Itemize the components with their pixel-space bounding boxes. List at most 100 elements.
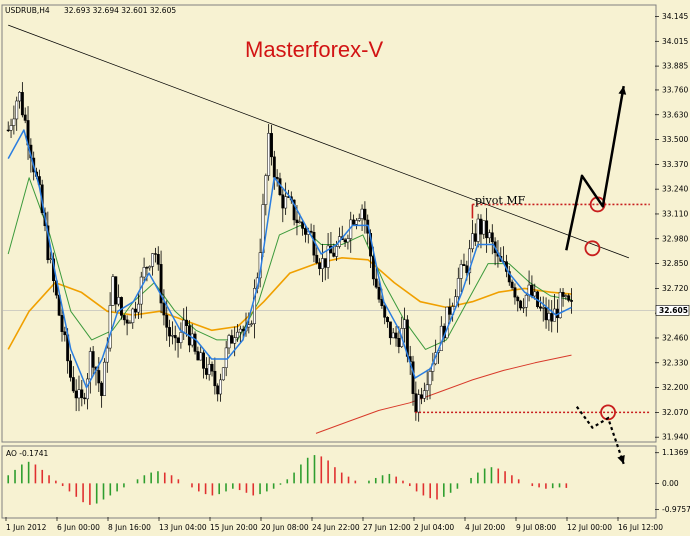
candle-body (60, 315, 64, 332)
candle-body (12, 118, 16, 126)
x-tick-label: 20 Jun 08:00 (261, 523, 309, 532)
candle-body (173, 335, 177, 339)
candle-body (162, 302, 166, 316)
candle-body (117, 297, 121, 305)
candle-body (352, 219, 356, 225)
candle-body (479, 218, 483, 235)
ma-red-path (315, 354, 572, 434)
y-tick-label: 34.015 (662, 37, 688, 46)
candle-body (394, 332, 398, 339)
candle-body (295, 219, 299, 224)
candle-body (298, 221, 302, 224)
ao-tick-label: 1.1369 (662, 448, 688, 457)
candle-body (547, 313, 551, 321)
price-axis: 34.145 34.015 33.885 33.760 33.630 33.500 33.3… (655, 12, 690, 442)
candle-body (128, 322, 132, 324)
candle-body (122, 315, 126, 321)
candle-body (253, 288, 256, 324)
ma-blue-path (7, 129, 572, 389)
y-tick-label: 33.240 (662, 185, 688, 194)
y-tick-label: 34.145 (662, 12, 688, 21)
candle-body (216, 385, 220, 395)
candle-body (190, 333, 194, 346)
y-tick-label: 32.720 (662, 284, 688, 293)
candle-body (301, 221, 305, 229)
candle-body (97, 370, 101, 384)
candle-body (83, 397, 87, 400)
candle-body (139, 276, 143, 305)
candle-body (275, 176, 279, 179)
candle-body (69, 360, 72, 378)
candle-body (544, 307, 548, 321)
candle-body (230, 335, 234, 344)
ma-orange-path (7, 256, 572, 350)
candle-body (165, 314, 169, 328)
current-price-box (655, 305, 690, 316)
candle-body (148, 266, 152, 269)
x-tick-label: 8 Jun 16:00 (108, 523, 151, 532)
trendline (8, 24, 630, 259)
candle-body (77, 389, 81, 399)
candle-body (168, 327, 172, 337)
candle-body (530, 284, 534, 297)
candle-body (236, 331, 239, 338)
candle-body (374, 278, 378, 288)
candle-body (292, 199, 296, 221)
y-tick-label: 31.940 (662, 433, 688, 442)
x-tick-label: 1 Jun 2012 (6, 523, 47, 532)
candle-body (233, 337, 237, 344)
candle-body (417, 394, 421, 413)
y-tick-label: 33.760 (662, 85, 688, 94)
candle-body (354, 220, 358, 225)
candle-body (567, 295, 571, 301)
ao-tick-label: 0.00 (662, 479, 679, 488)
candle-body (357, 218, 361, 221)
candle-body (541, 307, 545, 309)
candle-body (488, 232, 491, 239)
candle-body (153, 253, 157, 255)
y-tick-label: 32.460 (662, 333, 688, 342)
candle-body (80, 389, 84, 399)
current-price-label: 32.605 (659, 306, 688, 315)
candle-body (88, 351, 92, 380)
x-tick-label: 9 Jul 08:00 (516, 523, 556, 532)
forecast-up-arrowhead (618, 86, 627, 95)
candle-body (74, 390, 78, 399)
y-tick-label: 33.630 (662, 110, 688, 119)
candle-body (170, 335, 174, 337)
candle-body (533, 291, 537, 297)
candle-body (185, 319, 189, 326)
candle-body (335, 246, 339, 257)
candle-body (199, 352, 203, 361)
y-tick-label: 33.110 (662, 209, 688, 218)
candle-body (103, 361, 106, 396)
candle-body (473, 233, 477, 242)
candle-body (179, 332, 183, 343)
candle-body (485, 220, 489, 239)
candle-body (9, 125, 13, 131)
candle-body (125, 319, 129, 324)
candle-body (564, 295, 568, 297)
candle-body (210, 363, 214, 372)
candle-body (516, 296, 520, 302)
candle-body (570, 300, 573, 302)
x-tick-label: 15 Jun 20:00 (210, 523, 258, 532)
candle-body (439, 325, 443, 352)
candle-body (250, 323, 254, 325)
candle-body (145, 267, 149, 269)
candle-body (281, 194, 285, 209)
candle-body (264, 175, 268, 205)
candle-body (272, 156, 276, 178)
candle-body (204, 368, 208, 375)
candle-body (315, 254, 319, 264)
candle-body (18, 92, 21, 102)
candle-body (119, 297, 123, 316)
candle-body (176, 337, 180, 343)
candle-body (326, 245, 330, 268)
candle-body (507, 271, 511, 283)
candle-body (462, 264, 466, 266)
ma-green-line (7, 177, 572, 350)
candle-body (428, 371, 432, 386)
ao-histogram[interactable] (7, 455, 568, 505)
